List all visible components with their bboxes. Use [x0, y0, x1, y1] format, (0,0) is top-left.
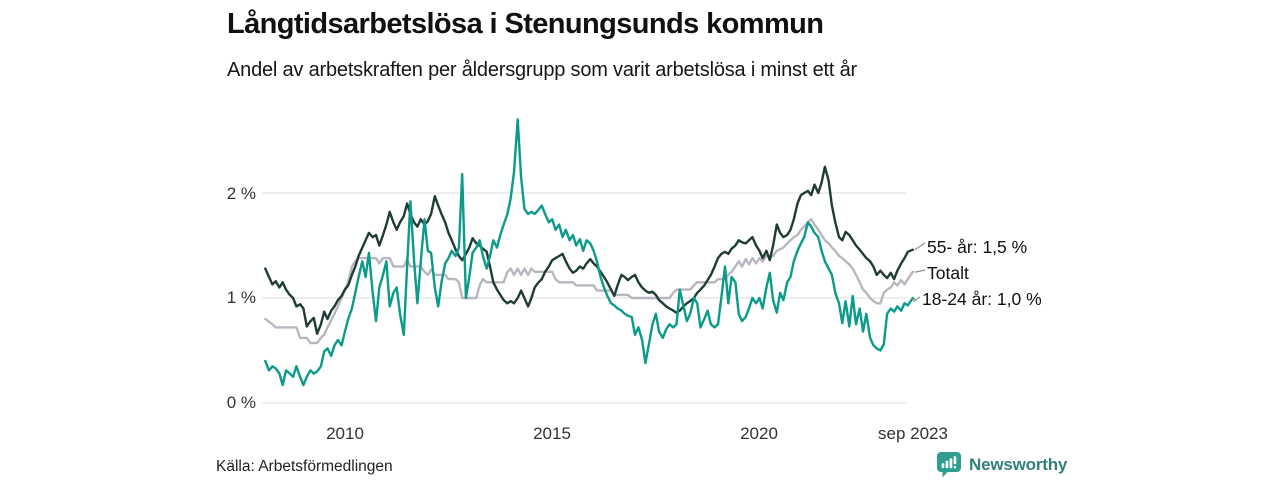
x-axis-tick-2020: 2020	[740, 424, 778, 443]
x-axis-tick-2010: 2010	[326, 424, 364, 443]
series-label-55-plus: 55- år: 1,5 %	[927, 237, 1028, 257]
series-label-totalt: Totalt	[927, 263, 969, 283]
x-axis-tick-2015: 2015	[533, 424, 571, 443]
newsworthy-brand-link[interactable]: Newsworthy	[936, 451, 1067, 478]
page-subtitle: Andel av arbetskraften per åldersgrupp s…	[227, 59, 857, 81]
x-axis-tick-sep-2023: sep 2023	[878, 424, 948, 443]
newsworthy-brand-text: Newsworthy	[969, 454, 1068, 474]
source-note: Källa: Arbetsförmedlingen	[216, 458, 393, 475]
newsworthy-chart-bubble-icon	[936, 451, 962, 478]
y-axis-tick-2: 2 %	[226, 184, 256, 203]
y-axis-tick-0: 0 %	[226, 393, 256, 412]
page-title: Långtidsarbetslösa i Stenungsunds kommun	[227, 8, 824, 40]
series-label-18-24: 18-24 år: 1,0 %	[922, 289, 1042, 309]
y-axis-tick-1: 1 %	[226, 288, 256, 307]
